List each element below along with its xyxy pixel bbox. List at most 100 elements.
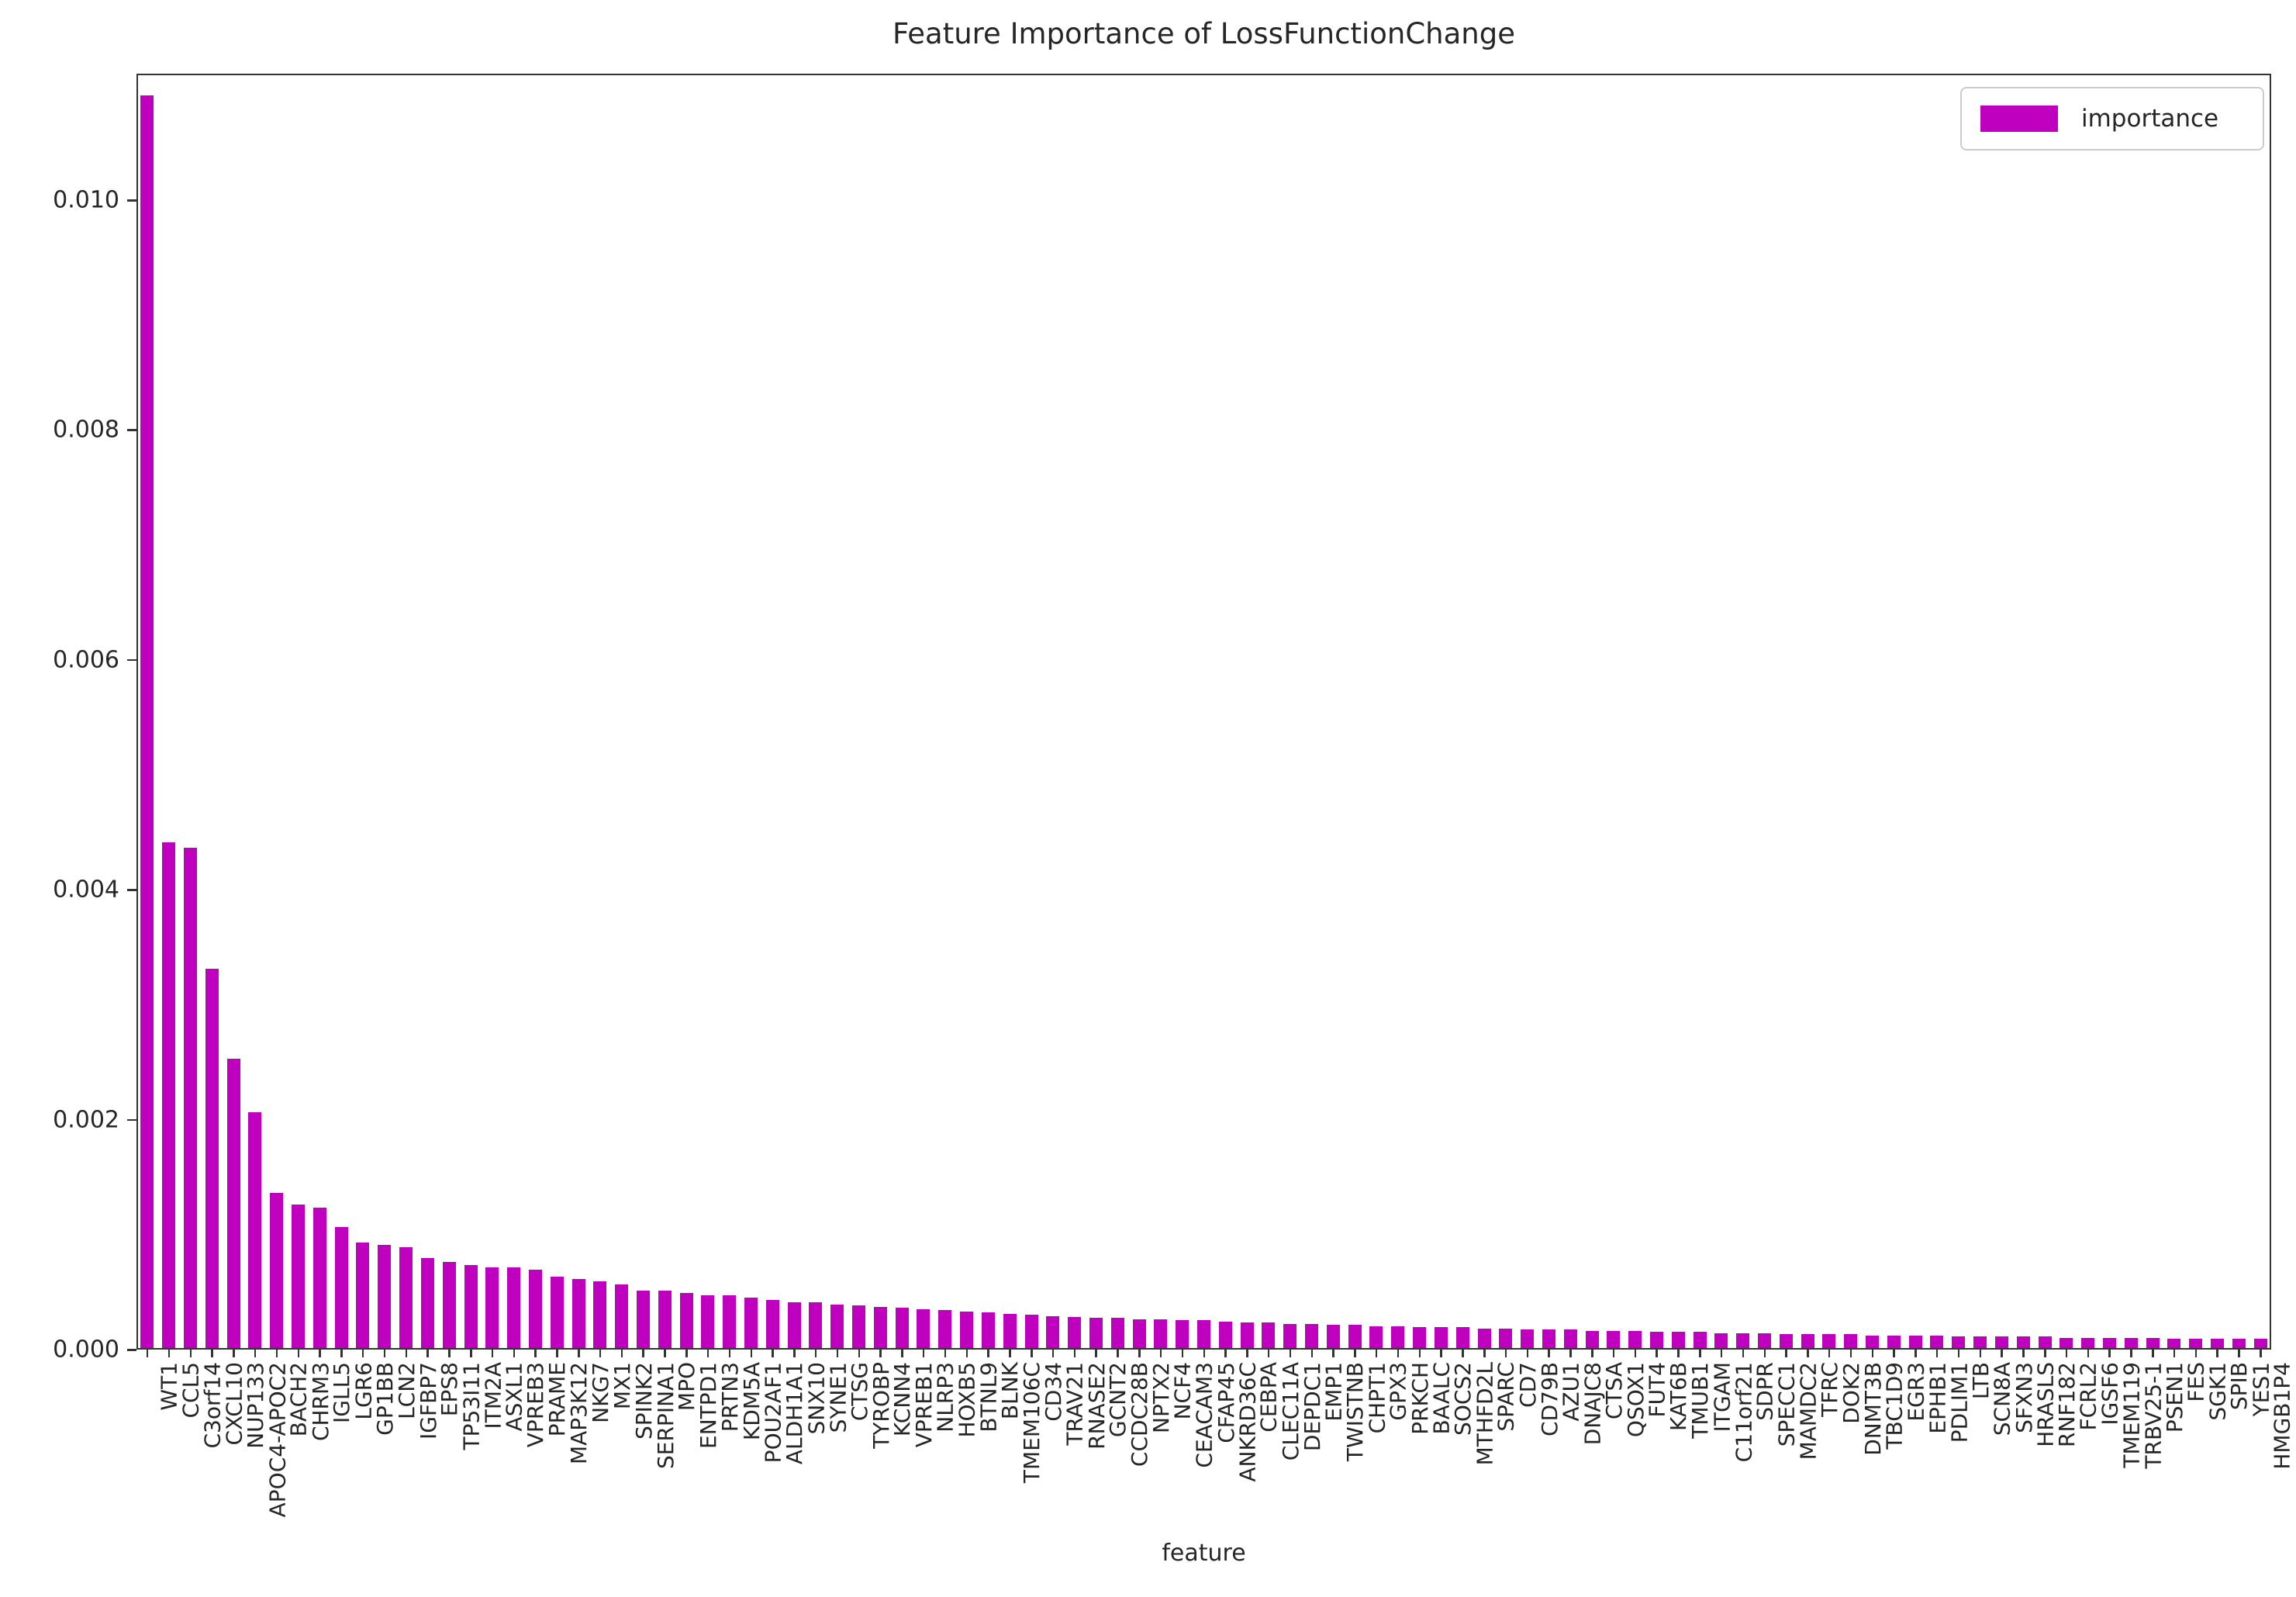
bar-BAALC <box>1413 1327 1427 1348</box>
x-tick-mark <box>1569 1350 1572 1357</box>
x-tick-mark <box>1828 1350 1831 1357</box>
bar-MX1 <box>593 1281 607 1348</box>
x-tick-mark <box>1677 1350 1680 1357</box>
bar-NLRP3 <box>917 1308 930 1348</box>
bar-KCNN4 <box>873 1306 887 1348</box>
bar-BLNK <box>981 1312 995 1348</box>
x-tick-mark <box>297 1350 300 1357</box>
bar-YES1 <box>2232 1339 2246 1348</box>
bar-ANKRD36C <box>1218 1321 1232 1348</box>
x-tick-mark <box>1785 1350 1787 1357</box>
x-tick-mark <box>1009 1350 1011 1357</box>
x-tick-mark <box>211 1350 213 1357</box>
y-tick-label: 0.002 <box>53 1106 119 1134</box>
bar-CD79B <box>1521 1329 1535 1348</box>
x-tick-mark <box>1979 1350 1982 1357</box>
x-tick-mark <box>2260 1350 2262 1357</box>
bar-SPIB <box>2210 1339 2224 1348</box>
bar-IGFBP7 <box>399 1246 413 1348</box>
x-tick-mark <box>1591 1350 1593 1357</box>
x-tick-mark <box>1526 1350 1529 1357</box>
x-tick-mark <box>1504 1350 1507 1357</box>
bar-RNASE2 <box>1068 1316 1082 1348</box>
y-tick-label: 0.008 <box>53 416 119 444</box>
plot-area <box>136 74 2271 1350</box>
x-tick-mark <box>491 1350 494 1357</box>
bar-TWISTNB <box>1326 1325 1340 1348</box>
bar-DNMT3B <box>1844 1334 1858 1348</box>
x-tick-mark <box>1332 1350 1334 1357</box>
x-tick-mark <box>1203 1350 1205 1357</box>
bar-POU2AF1 <box>744 1297 758 1348</box>
bar-TYROBP <box>852 1305 866 1348</box>
x-tick-mark <box>1720 1350 1723 1357</box>
x-tick-mark <box>965 1350 968 1357</box>
x-tick-mark <box>706 1350 710 1357</box>
x-tick-mark <box>901 1350 903 1357</box>
x-tick-mark <box>1181 1350 1184 1357</box>
x-tick-mark <box>1935 1350 1939 1357</box>
bar-EPS8 <box>420 1258 434 1348</box>
x-tick-mark <box>814 1350 817 1357</box>
bar-HRASLS <box>2016 1336 2030 1348</box>
x-tick-mark <box>642 1350 644 1357</box>
legend-label: importance <box>2081 105 2219 133</box>
x-tick-mark <box>1957 1350 1960 1357</box>
x-tick-mark <box>772 1350 774 1357</box>
bar-MPO <box>658 1290 672 1348</box>
bar-SPARC <box>1477 1328 1491 1348</box>
bar-HOXB5 <box>938 1310 952 1348</box>
bar-HMGB1P4 <box>2253 1339 2267 1348</box>
bar-NUP133 <box>226 1058 240 1348</box>
x-tick-mark <box>1117 1350 1119 1357</box>
x-tick-mark <box>2216 1350 2218 1357</box>
bar-WT1 <box>140 95 154 1348</box>
bar-C11orf21 <box>1714 1333 1728 1348</box>
x-tick-mark <box>513 1350 516 1357</box>
x-tick-mark <box>361 1350 364 1357</box>
bar-PRAME <box>528 1270 542 1348</box>
bar-VPREB3 <box>507 1267 521 1348</box>
bar-NCF4 <box>1154 1319 1168 1348</box>
x-tick-mark <box>340 1350 343 1357</box>
x-tick-mark <box>879 1350 882 1357</box>
x-tick-mark <box>534 1350 537 1357</box>
x-tick-mark <box>1742 1350 1745 1357</box>
y-tick-mark <box>127 1118 136 1122</box>
x-tick-mark <box>1656 1350 1658 1357</box>
legend-swatch-importance <box>1980 105 2058 132</box>
bar-DOK2 <box>1822 1334 1836 1348</box>
x-tick-mark <box>1699 1350 1701 1357</box>
x-tick-mark <box>2173 1350 2176 1357</box>
bar-LTB <box>1952 1336 1966 1348</box>
bar-MTHFD2L <box>1455 1327 1469 1348</box>
bar-LCN2 <box>378 1244 392 1348</box>
x-tick-mark <box>2044 1350 2046 1357</box>
x-tick-mark <box>1634 1350 1637 1357</box>
x-tick-mark <box>578 1350 580 1357</box>
x-tick-mark <box>1138 1350 1141 1357</box>
x-tick-mark <box>1483 1350 1486 1357</box>
y-tick-mark <box>127 429 136 431</box>
bar-CFAP45 <box>1197 1320 1210 1348</box>
bar-PRKCH <box>1391 1326 1405 1348</box>
bar-VPREB1 <box>895 1308 909 1348</box>
bar-PDLIM1 <box>1930 1335 1944 1348</box>
y-tick-label: 0.000 <box>53 1336 119 1364</box>
bar-SDPR <box>1736 1333 1750 1348</box>
x-tick-mark <box>275 1350 278 1357</box>
bar-CEACAM3 <box>1176 1320 1189 1348</box>
x-tick-mark <box>858 1350 861 1357</box>
bar-QSOX1 <box>1607 1330 1621 1348</box>
x-tick-mark <box>2065 1350 2068 1357</box>
y-tick-mark <box>127 889 136 891</box>
x-tick-label-text: HMGB1P4 <box>2270 1362 2296 1470</box>
bar-CHRM3 <box>292 1204 306 1348</box>
x-tick-mark <box>426 1350 429 1357</box>
x-tick-mark <box>728 1350 731 1357</box>
x-tick-mark <box>2087 1350 2090 1357</box>
x-tick-mark <box>470 1350 472 1357</box>
x-tick-mark <box>167 1350 171 1357</box>
bar-TP53I11 <box>442 1261 456 1348</box>
